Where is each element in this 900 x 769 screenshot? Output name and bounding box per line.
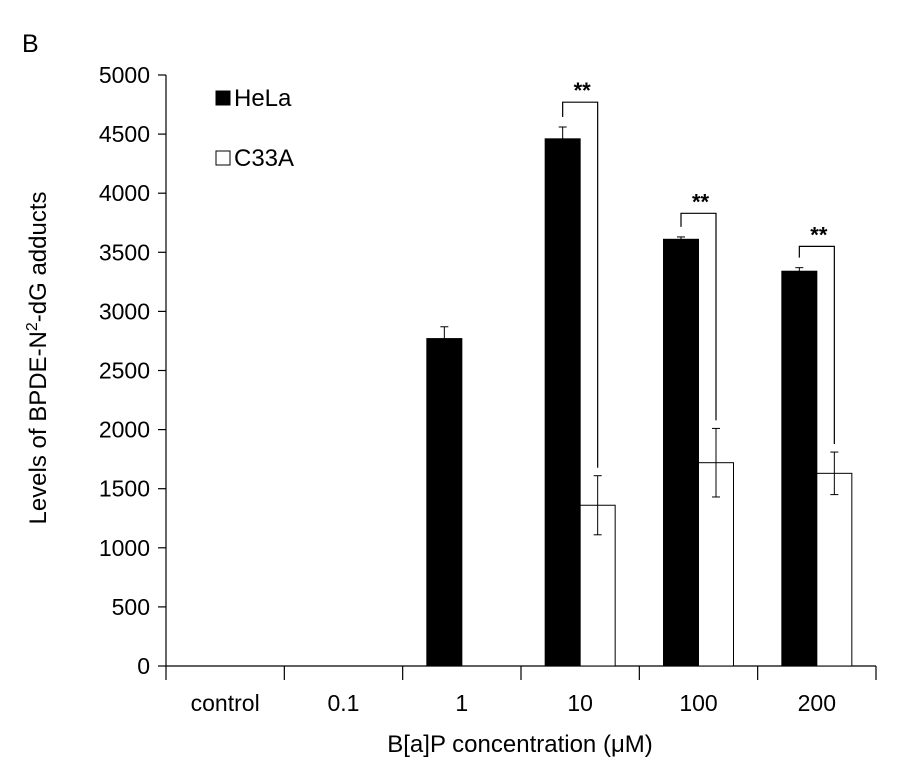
y-tick-label: 5000 [99,62,150,88]
x-tick-label: 1 [455,690,468,716]
legend-swatch-c33a [215,150,231,166]
bar-hela-10 [544,138,581,667]
y-tick-label: 3500 [99,239,150,265]
y-axis-title-suffix: -dG adducts [25,191,52,322]
x-tick-label: 0.1 [328,690,360,716]
y-axis-title-superscript: 2 [24,322,41,331]
significance-label: ** [810,222,828,247]
panel-label: B [22,30,39,58]
legend-label-c33a: C33A [234,145,294,172]
y-axis-title: Levels of BPDE-N2-dG adducts [24,191,52,524]
axes: 0 500 1000 1500 2000 2500 3000 3500 4000 4500 5000… [99,62,877,716]
significance-markers: ** ** ** [562,78,835,468]
bar-c33a-200 [816,472,853,667]
error-bars [440,126,839,536]
bar-hela-200 [781,270,818,667]
y-tick-label: 2000 [99,417,150,443]
y-tick-label: 500 [112,594,150,620]
y-tick-label: 1500 [99,476,150,502]
bar-hela-100 [663,238,699,667]
y-tick-label: 0 [137,653,150,679]
x-tick-label: 10 [567,690,593,716]
significance-bracket [680,212,717,421]
y-axis-title-prefix: Levels of BPDE-N [25,331,52,524]
y-tick-label: 4000 [99,180,150,206]
significance-bracket [562,101,599,468]
x-tick-label: control [191,690,260,716]
legend-swatch-hela [215,90,231,106]
significance-bracket [798,245,835,445]
x-tick-label: 200 [798,690,836,716]
y-tick-label: 4500 [99,121,150,147]
y-tick-label: 2500 [99,358,150,384]
y-tick-label: 3000 [99,298,150,324]
y-tick-label: 1000 [99,535,150,561]
x-tick-label: 100 [679,690,717,716]
significance-label: ** [574,78,592,103]
x-axis-title: B[a]P concentration (μM) [387,731,653,758]
bar-hela-1 [426,338,463,667]
legend: HeLa C33A [215,85,294,172]
bars [426,138,853,667]
legend-label-hela: HeLa [234,85,292,112]
significance-label: ** [692,189,710,214]
